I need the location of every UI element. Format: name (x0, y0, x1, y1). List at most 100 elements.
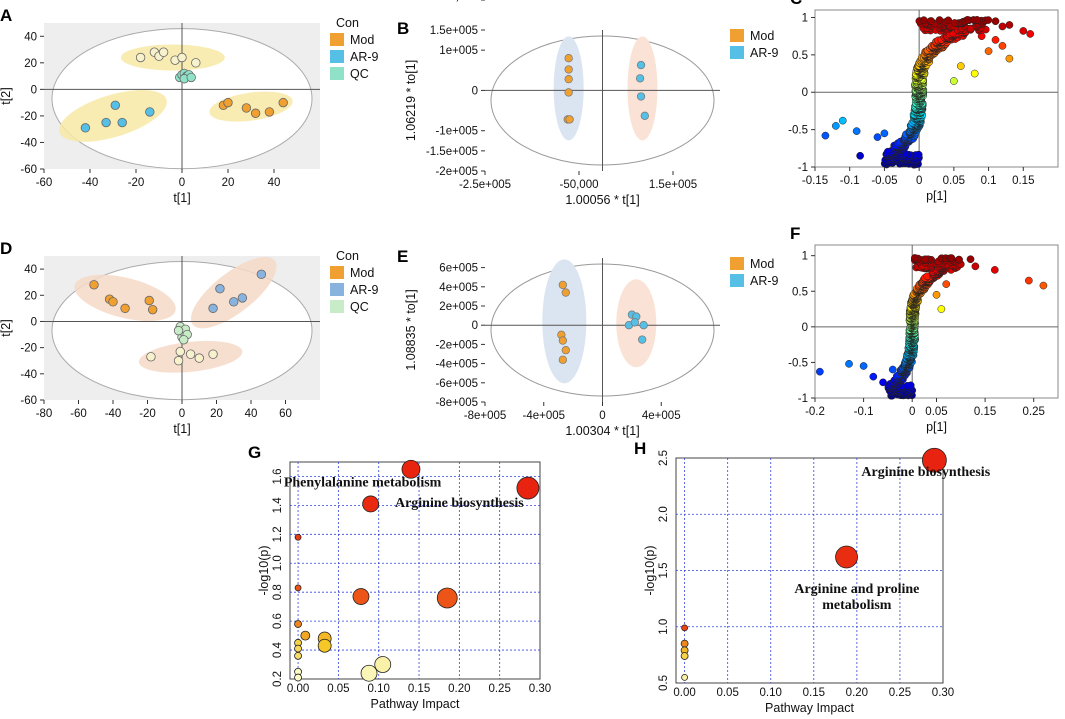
legend-swatch-mod (730, 29, 744, 42)
x-tick-label: 0 (599, 410, 605, 422)
y-tick-label: -20 (20, 111, 37, 123)
y-tick-label: -40 (20, 369, 37, 381)
data-point-ar-9 (229, 297, 239, 307)
y-tick-label: 0.8 (272, 584, 284, 600)
panel-E: -8e+005 -4e+005 0 4e+005 6e+005 4e+005 2e+005 0… (397, 247, 779, 438)
x-axis-label: 1.00056 * t[1] (565, 193, 639, 207)
legend-label: AR-9 (750, 46, 779, 60)
y-tick-label: 0.2 (272, 671, 284, 687)
plot-frame (289, 461, 541, 680)
splot-point (845, 359, 853, 368)
x-tick-label: -40 (105, 408, 122, 420)
splot-point (1005, 21, 1014, 29)
pathway-bubble (294, 533, 302, 541)
splot-point (1005, 54, 1014, 63)
y-tick-label: 0.4 (272, 641, 284, 658)
legend-swatch-ar-9 (730, 46, 744, 59)
pathway-annotation: Arginine biosynthesis (861, 465, 990, 480)
panel-F: -0.2 -0.1 0 0.05 0.15 0.25 1 0.5 0 -0.5 -1 p[1] F (788, 224, 1059, 434)
y-tick-label: -20 (20, 343, 37, 355)
legend-swatch-qc (330, 67, 344, 80)
panel-C: -0.15 -0.1 -0.05 0 0.05 0.1 0.15 1 0.5 0 -0.5 -1 p[1… (788, 0, 1059, 203)
y-tick-label: 1.0 (272, 555, 284, 571)
pathway-annotation: Arginine and proline (794, 582, 919, 597)
y-tick-label: 0.5 (658, 675, 670, 691)
panel-label: G (248, 443, 261, 462)
legend-swatch-ar-9 (730, 274, 744, 287)
data-point-ar-9 (639, 321, 648, 330)
data-point-mod (223, 97, 233, 108)
group-ellipse (627, 36, 658, 141)
pathway-bubble (680, 652, 689, 660)
pathway-bubble (362, 495, 380, 513)
data-point-con (177, 52, 187, 63)
splot-point (852, 127, 861, 135)
x-tick-label: -20 (128, 177, 145, 189)
data-point-con (175, 346, 185, 357)
x-tick-label: 60 (279, 408, 292, 420)
x-tick-label: 0.25 (889, 687, 911, 699)
data-point-ar-9 (237, 293, 248, 303)
x-tick-label: -0.1 (854, 406, 874, 418)
x-tick-label: 0.20 (448, 683, 470, 695)
y-tick-label: 4e+005 (439, 282, 478, 294)
panel-G: Phenylalanine metabolism Arginine biosynt… (248, 443, 551, 711)
data-point-ar-9 (215, 284, 225, 294)
data-point-ar-9 (636, 60, 646, 70)
pathway-bubble (436, 587, 458, 609)
y-tick-label: -1 (798, 162, 808, 174)
splot-point (856, 151, 864, 160)
pathway-bubble (921, 447, 947, 473)
data-point-con (135, 52, 146, 63)
x-tick-label: 0 (916, 175, 922, 187)
data-point-mod (108, 297, 118, 307)
splot-point (859, 362, 868, 370)
x-tick-label: -0.05 (871, 175, 897, 187)
splot-point (831, 122, 840, 130)
splot-point (1024, 276, 1033, 285)
x-tick-label: -0.2 (805, 406, 825, 418)
pathway-bubble (294, 584, 302, 592)
data-point-mod (120, 303, 130, 314)
splot-point (1019, 27, 1028, 35)
data-point-mod (264, 107, 275, 117)
x-tick-label: -20 (139, 408, 156, 420)
data-point-ar-9 (256, 269, 267, 280)
x-tick-label: 4e+005 (642, 410, 681, 422)
panel-B: -2.5e+005 -50,000 1.5e+005 1.5e+005 1e+005 50… (397, 0, 779, 207)
y-tick-label: 1.5e+005 (430, 25, 478, 37)
data-point-ar-9 (636, 92, 646, 101)
y-axis-label: -log10(p) (643, 545, 657, 595)
splot-point (998, 22, 1007, 31)
pathway-bubble (294, 620, 302, 628)
y-tick-label: -50,000 (439, 0, 478, 3)
y-tick-label: 1 (802, 12, 808, 24)
data-point-mod (564, 74, 573, 84)
y-axis-label: t[2] (0, 319, 13, 336)
x-tick-label: 0.10 (368, 683, 390, 695)
splot-point (991, 36, 1000, 44)
splot-point (1026, 30, 1035, 38)
x-tick-label: 0.15 (974, 406, 996, 418)
pathway-bubble (360, 664, 378, 682)
x-tick-label: 0.05 (716, 687, 738, 699)
data-point-con (208, 349, 218, 359)
data-point-ar-9 (80, 123, 91, 133)
data-point-qc (173, 325, 184, 336)
y-tick-label: 1.6 (272, 468, 284, 484)
x-tick-label: 20 (222, 177, 235, 189)
splot-point (966, 255, 975, 264)
splot-point (869, 372, 878, 381)
panel-label: A (0, 6, 12, 25)
y-axis-label: 1.08835 * to[1] (404, 289, 418, 370)
x-tick-label: 0.30 (529, 683, 551, 695)
splot-point (971, 262, 980, 271)
x-tick-label: 0 (179, 408, 185, 420)
y-tick-label: 2.5 (658, 450, 670, 466)
legend-swatch-ar-9 (330, 283, 344, 296)
data-point-con (191, 58, 201, 68)
splot-point (970, 69, 979, 78)
x-tick-label: -40 (82, 177, 99, 189)
splot-point (906, 381, 915, 390)
y-tick-label: -0.5 (788, 125, 808, 137)
